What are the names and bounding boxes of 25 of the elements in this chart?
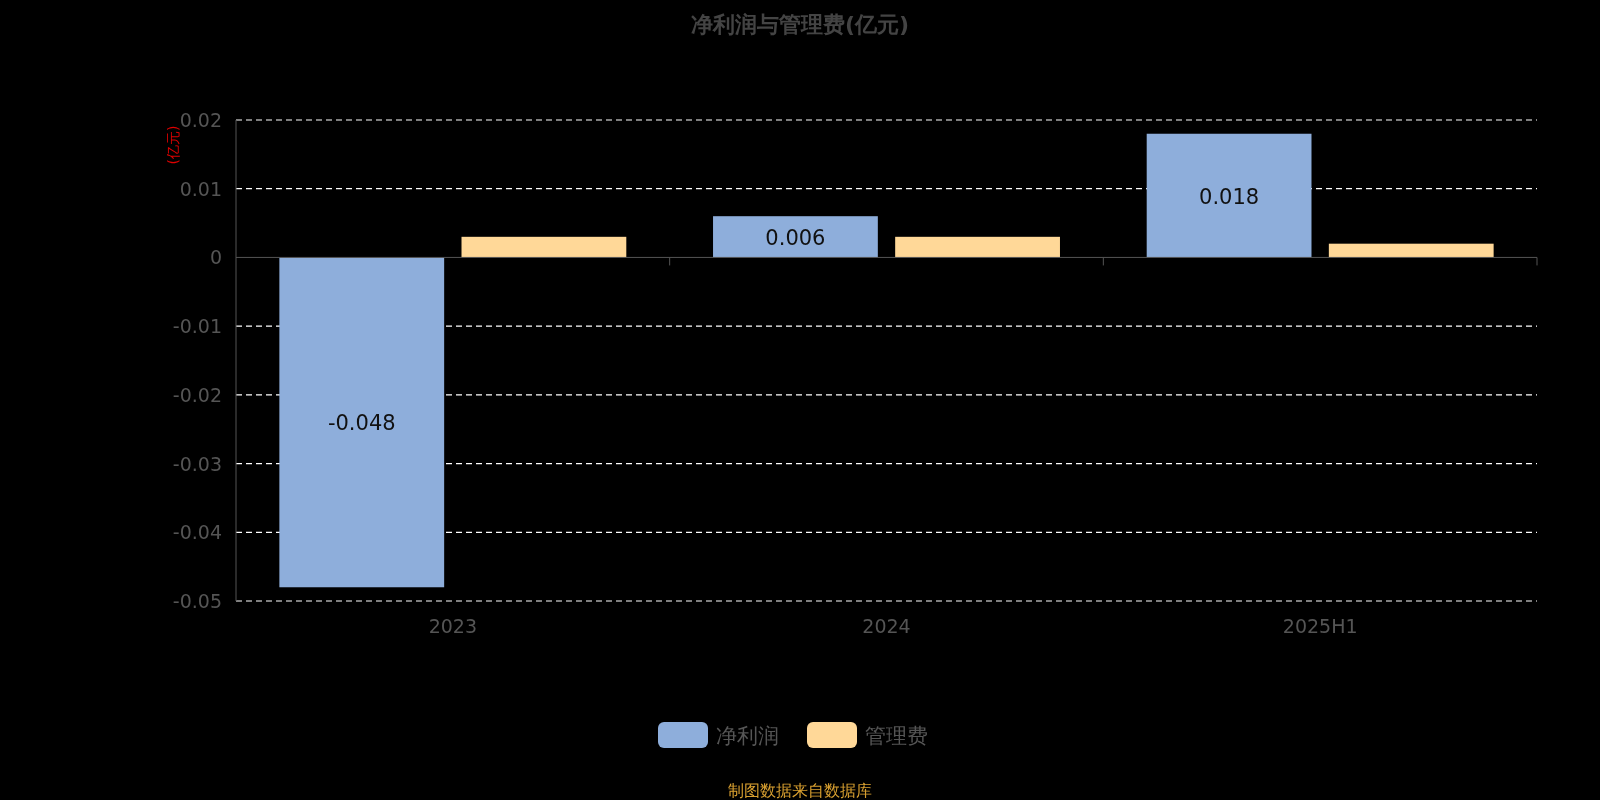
legend-label: 净利润: [716, 724, 779, 748]
y-tick-label: -0.02: [172, 383, 222, 406]
bar: [461, 236, 627, 258]
y-tick-label: -0.05: [172, 590, 222, 612]
bar: [1328, 243, 1494, 258]
data-label: -0.048: [327, 411, 396, 436]
text: 制图数据来自数据库: [728, 781, 872, 800]
y-tick-label: -0.04: [172, 521, 222, 544]
y-tick-label: -0.01: [172, 315, 222, 338]
y-tick-label: 0.01: [179, 177, 222, 200]
data-label: 0.006: [765, 225, 826, 250]
y-tick-label: -0.03: [172, 452, 222, 475]
bar: [1146, 133, 1312, 258]
bar: [279, 257, 445, 588]
x-tick-label: 2023: [428, 615, 478, 637]
data-label: 0.018: [1199, 184, 1260, 209]
bar: [895, 236, 1060, 258]
x-tick-label: 2024: [862, 615, 911, 637]
y-tick-label: 0.02: [179, 109, 222, 131]
legend-label: 管理费: [865, 724, 928, 748]
y-tick-label: 0: [209, 246, 222, 269]
bar: [713, 216, 878, 258]
chart-title: 净利润与管理费(亿元): [690, 12, 910, 37]
x-tick-label: 2025H1: [1282, 615, 1358, 637]
y-axis-title: (亿元): [165, 125, 181, 165]
